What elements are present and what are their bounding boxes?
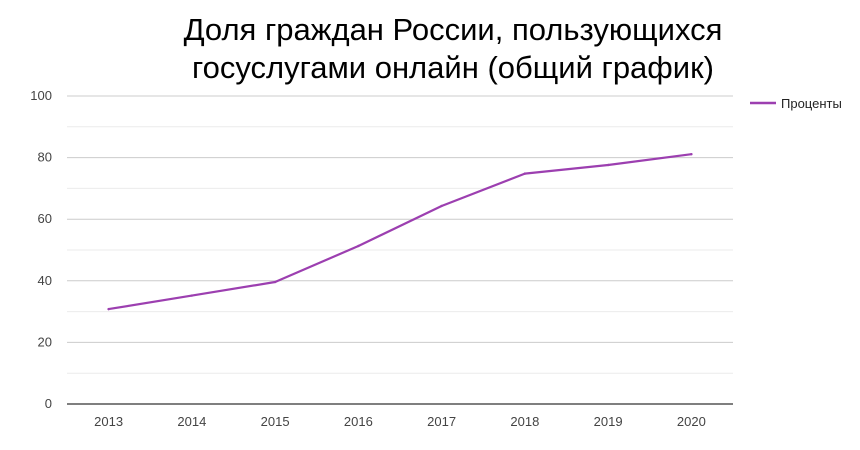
y-axis-tick-labels: 0 20 40 60 80 100 — [30, 88, 52, 411]
data-point — [606, 163, 610, 167]
legend: Проценты — [750, 96, 842, 111]
y-tick-label: 80 — [38, 150, 52, 165]
x-tick-label: 2019 — [594, 414, 623, 429]
series-group — [107, 153, 693, 311]
y-tick-label: 60 — [38, 211, 52, 226]
x-tick-label: 2014 — [177, 414, 206, 429]
data-point — [357, 244, 360, 248]
x-tick-label: 2020 — [677, 414, 706, 429]
y-tick-label: 100 — [30, 88, 52, 103]
chart-title-line-2: госуслугами онлайн (общий график) — [192, 50, 714, 85]
data-point — [440, 204, 443, 208]
y-tick-label: 0 — [45, 396, 52, 411]
grid-lines — [67, 95, 733, 374]
data-point — [523, 172, 527, 175]
x-tick-label: 2017 — [427, 414, 456, 429]
data-point — [273, 280, 277, 284]
y-tick-label: 40 — [38, 273, 52, 288]
chart-title: Доля граждан России, пользующихся госусл… — [184, 12, 723, 85]
x-tick-label: 2016 — [344, 414, 373, 429]
x-tick-label: 2015 — [261, 414, 290, 429]
data-point — [190, 294, 194, 297]
x-tick-label: 2018 — [510, 414, 539, 429]
data-point — [690, 153, 693, 156]
series-line-0 — [107, 153, 693, 311]
data-point — [107, 307, 110, 311]
chart-title-line-1: Доля граждан России, пользующихся — [184, 12, 723, 47]
legend-label: Проценты — [781, 96, 842, 111]
x-tick-label: 2013 — [94, 414, 123, 429]
y-tick-label: 20 — [38, 334, 52, 349]
x-axis-tick-labels: 2013 2014 2015 2016 2017 2018 2019 2020 — [94, 414, 706, 429]
